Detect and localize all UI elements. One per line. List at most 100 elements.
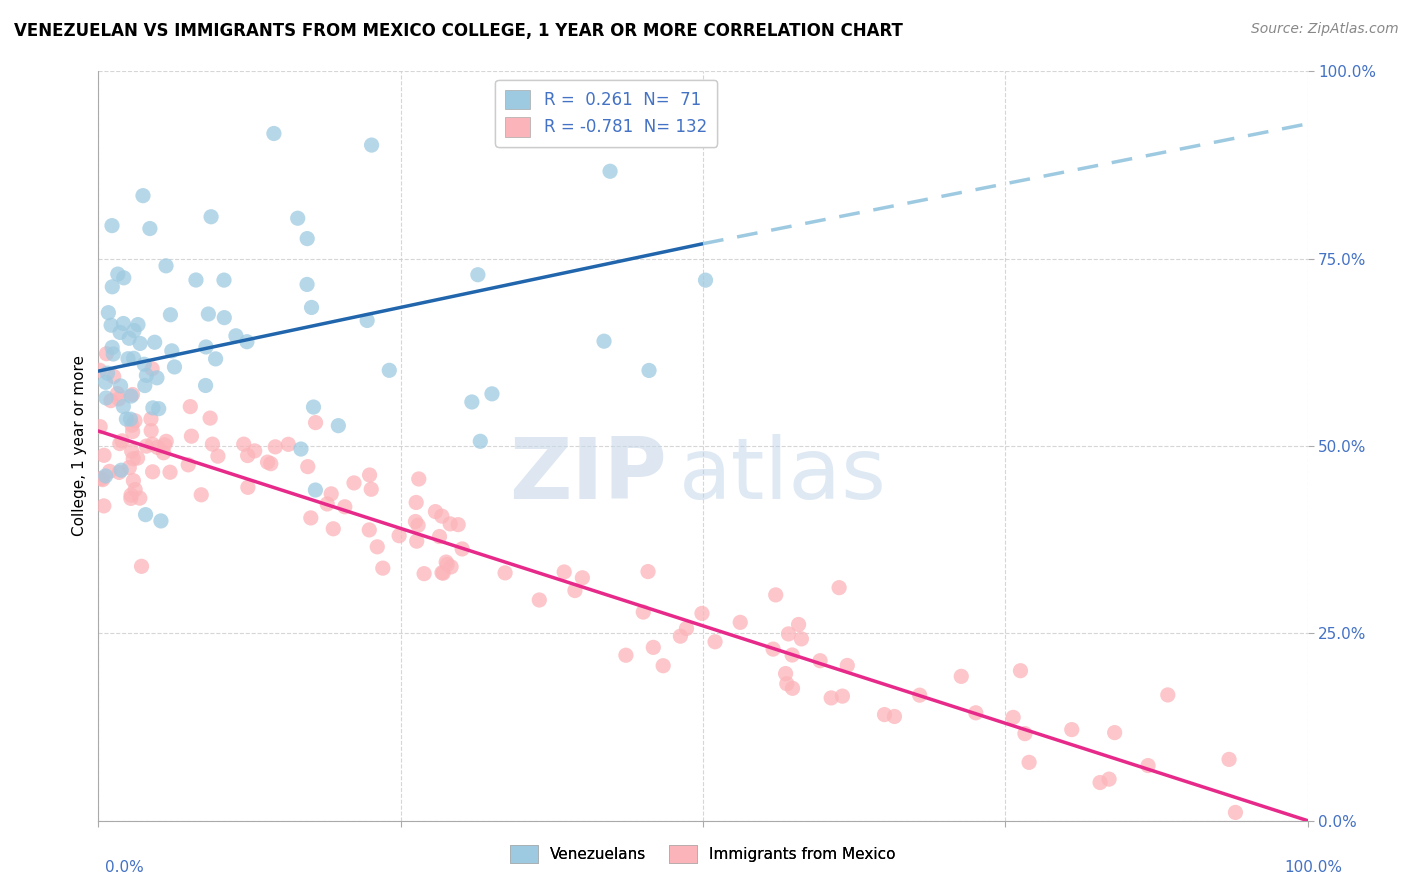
Point (115, 412, 138, 426)
Point (264, 440, 287, 454)
Point (160, 343, 183, 358)
Point (295, 231, 318, 245)
Point (553, 565, 575, 579)
Point (89, 419, 111, 434)
Point (108, 326, 131, 340)
Point (197, 307, 219, 321)
Point (121, 387, 143, 401)
Point (120, 412, 142, 426)
Point (1225, 805, 1247, 820)
Point (304, 416, 326, 430)
Point (883, 709, 905, 723)
Point (1018, 756, 1040, 770)
Point (1218, 752, 1240, 766)
Point (152, 446, 174, 460)
Point (316, 497, 339, 511)
Point (93, 499, 115, 513)
Point (179, 400, 201, 414)
Point (204, 351, 226, 366)
Point (129, 336, 152, 351)
Point (322, 522, 344, 536)
Point (360, 483, 382, 497)
Point (236, 449, 259, 463)
Point (96, 366, 118, 380)
Point (155, 434, 177, 449)
Point (467, 268, 489, 282)
Point (277, 437, 299, 451)
Point (434, 555, 457, 569)
Point (439, 516, 461, 531)
Point (146, 371, 169, 385)
Point (134, 357, 156, 371)
Point (127, 451, 149, 466)
Point (637, 565, 659, 579)
Point (214, 310, 236, 325)
Point (950, 669, 973, 683)
Text: VENEZUELAN VS IMMIGRANTS FROM MEXICO COLLEGE, 1 YEAR OR MORE CORRELATION CHART: VENEZUELAN VS IMMIGRANTS FROM MEXICO COL… (14, 22, 903, 40)
Point (207, 449, 229, 463)
Point (359, 468, 381, 483)
Point (304, 483, 326, 497)
Point (287, 211, 309, 226)
Point (564, 583, 586, 598)
Point (436, 558, 458, 572)
Point (908, 688, 931, 702)
Point (149, 514, 172, 528)
Point (122, 451, 145, 466)
Point (135, 439, 157, 453)
Point (94, 391, 117, 405)
Point (101, 280, 124, 294)
Point (232, 437, 254, 451)
Point (873, 707, 896, 722)
Point (90, 471, 112, 485)
Point (470, 434, 492, 449)
Text: ZIP: ZIP (509, 434, 666, 517)
Point (97, 306, 120, 320)
Point (481, 387, 503, 401)
Point (633, 605, 655, 619)
Point (118, 331, 141, 345)
Point (965, 706, 987, 720)
Point (571, 571, 593, 585)
Point (295, 277, 318, 292)
Y-axis label: College, 1 year or more: College, 1 year or more (72, 356, 87, 536)
Point (243, 443, 266, 458)
Point (808, 654, 831, 668)
Point (194, 378, 217, 392)
Point (194, 340, 217, 354)
Text: 100.0%: 100.0% (1285, 861, 1343, 875)
Point (728, 615, 751, 630)
Point (117, 351, 139, 366)
Point (765, 588, 787, 602)
Point (790, 632, 813, 646)
Point (198, 411, 221, 425)
Point (1104, 725, 1126, 739)
Point (321, 487, 343, 501)
Point (695, 273, 717, 287)
Point (1088, 775, 1111, 789)
Point (121, 444, 143, 458)
Point (599, 164, 621, 178)
Point (1010, 664, 1032, 678)
Point (201, 437, 224, 451)
Point (120, 491, 142, 506)
Point (787, 617, 810, 632)
Point (110, 379, 132, 393)
Point (122, 351, 145, 366)
Point (614, 648, 637, 663)
Point (405, 534, 427, 549)
Point (100, 393, 122, 408)
Point (121, 425, 143, 439)
Point (299, 511, 322, 525)
Point (128, 491, 150, 505)
Point (408, 472, 430, 486)
Point (638, 363, 661, 377)
Point (148, 401, 170, 416)
Point (101, 340, 124, 354)
Point (96, 347, 118, 361)
Point (405, 495, 427, 509)
Point (108, 392, 131, 406)
Point (256, 455, 278, 469)
Point (356, 313, 378, 327)
Point (780, 648, 803, 662)
